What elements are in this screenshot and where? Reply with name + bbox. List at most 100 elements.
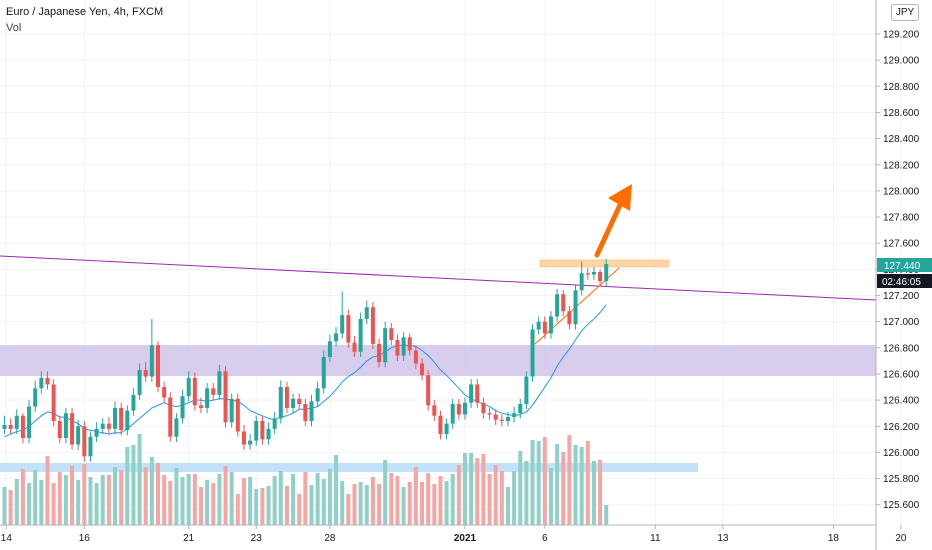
price-tick-label: 128.200: [883, 160, 920, 171]
price-tick-label: 127.000: [883, 317, 920, 328]
candle-body: [309, 401, 314, 422]
candle-body: [413, 350, 418, 364]
candle-body: [205, 388, 210, 408]
bearish-candle: [168, 392, 173, 442]
bearish-candle: [487, 407, 492, 420]
candle-body: [469, 384, 474, 403]
volume-bar: [383, 460, 388, 525]
bullish-candle: [321, 350, 326, 394]
candle-body: [51, 384, 56, 422]
bullish-candle: [39, 371, 44, 394]
bullish-candle: [573, 285, 578, 330]
time-tick-label: 11: [650, 533, 661, 544]
candle-body: [168, 397, 173, 437]
volume-bar: [548, 468, 553, 525]
volume-bar: [456, 465, 461, 525]
candle-body: [524, 376, 529, 405]
price-axis[interactable]: 125.600 125.800 126.000 126.200 126.400 126.6…: [876, 30, 920, 512]
bearish-candle: [223, 366, 228, 428]
volume-bar: [536, 441, 541, 525]
volume-bar: [235, 494, 240, 525]
grid: [0, 0, 902, 525]
candle-body: [45, 377, 50, 385]
bearish-candle: [407, 333, 412, 356]
volume-bar: [291, 474, 296, 525]
candle-body: [143, 370, 148, 377]
price-tick-label: 128.800: [883, 82, 920, 93]
price-tick-label: 126.000: [883, 448, 920, 459]
bullish-candle: [137, 363, 142, 401]
candle-body: [223, 371, 228, 423]
volume-bar: [315, 473, 320, 525]
volume-bar: [143, 467, 148, 525]
currency-button[interactable]: JPY: [891, 4, 919, 21]
bullish-candle: [266, 422, 271, 445]
volume-bar: [39, 480, 44, 525]
volume-bar: [487, 474, 492, 525]
bullish-candle: [149, 319, 154, 382]
bearish-candle: [235, 393, 240, 437]
bullish-candle: [548, 311, 553, 339]
volume-bar: [186, 474, 191, 525]
price-tick-label: 126.800: [883, 343, 920, 354]
bullish-candle: [63, 407, 68, 444]
bullish-candle: [536, 316, 541, 335]
chart-pane[interactable]: [0, 0, 876, 525]
candle-body: [604, 264, 609, 282]
price-tick-label: 129.200: [883, 30, 920, 41]
volume-bar: [205, 480, 210, 525]
bullish-candle: [469, 379, 474, 408]
volume-bar: [266, 486, 271, 525]
candle-body: [303, 404, 308, 422]
price-tick-label: 126.200: [883, 422, 920, 433]
time-axis[interactable]: 14 16 21 23 28 2021 6 11 13 18 20: [1, 525, 907, 544]
volume-bar: [407, 482, 412, 525]
candle-body: [291, 398, 296, 408]
candle-body: [591, 271, 596, 275]
volume-bar: [420, 482, 425, 525]
volume-bar: [481, 454, 486, 525]
candle-body: [444, 423, 449, 435]
volume-bar: [370, 477, 375, 525]
bearish-candle: [493, 409, 498, 425]
price-tick-label: 127.600: [883, 239, 920, 250]
bullish-candle: [229, 393, 234, 428]
bearish-candle: [456, 398, 461, 420]
candle-body: [2, 424, 7, 429]
volume-bar: [8, 490, 13, 525]
volume-bar: [2, 487, 7, 525]
volume-bar: [156, 463, 160, 525]
bullish-candle: [254, 415, 259, 446]
candle-body: [561, 294, 566, 312]
candle-body: [20, 415, 25, 439]
volume-bar: [198, 487, 203, 525]
descending-trendline: [0, 255, 877, 301]
candle-body: [8, 424, 13, 429]
bearish-candle: [542, 316, 547, 339]
candle-body: [14, 415, 19, 429]
bullish-candle: [327, 334, 332, 363]
candle-body: [499, 419, 504, 422]
volume-bar: [598, 460, 603, 525]
candle-body: [106, 423, 111, 429]
candle-body: [456, 404, 461, 415]
candle-body: [186, 377, 191, 397]
volume-indicator-label: Vol: [6, 22, 22, 34]
bearish-candle: [162, 381, 167, 403]
candle-body: [284, 387, 289, 408]
candle-body: [340, 315, 345, 334]
volume-bar: [364, 485, 369, 525]
bearish-candle: [198, 397, 203, 414]
candle-body: [358, 319, 363, 352]
volume-bar: [395, 476, 400, 525]
candle-body: [180, 396, 185, 419]
volume-bar: [20, 469, 25, 525]
volume-bar: [432, 484, 437, 525]
bullish-candle: [358, 312, 363, 357]
bearish-candle: [51, 379, 56, 427]
candle-body: [254, 421, 259, 441]
price-tick-label: 127.200: [883, 291, 920, 302]
volume-bar: [426, 473, 431, 525]
volume-bar: [14, 479, 19, 525]
